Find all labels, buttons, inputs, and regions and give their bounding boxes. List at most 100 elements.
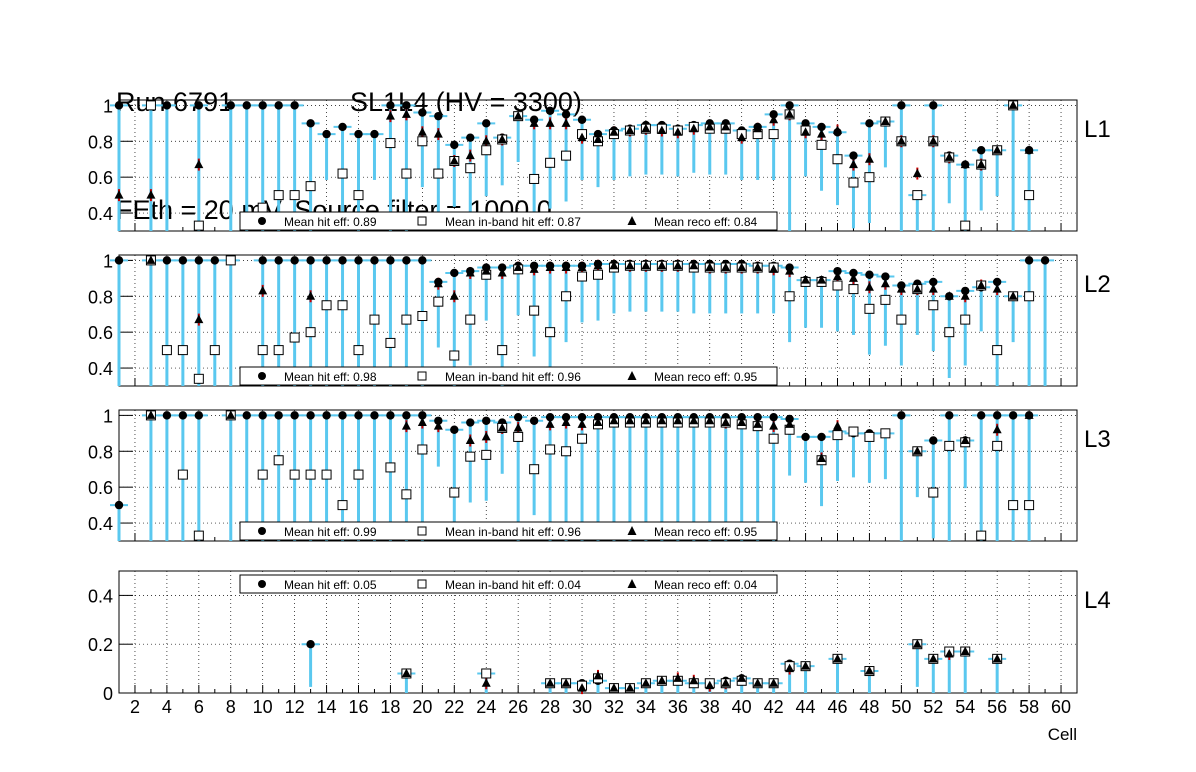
hit-eff-point xyxy=(961,286,970,296)
legend-reco-marker xyxy=(627,526,637,535)
y-tick-label: 0 xyxy=(103,684,113,704)
inband-eff-point xyxy=(944,327,955,338)
inband-eff-point xyxy=(1008,500,1019,511)
reco-eff-point xyxy=(833,421,842,430)
reco-eff-point xyxy=(817,275,827,284)
hit-eff-point xyxy=(450,140,459,150)
panel-label: L3 xyxy=(1084,426,1111,453)
y-tick-label: 0.6 xyxy=(88,323,113,343)
reco-eff-point xyxy=(864,154,874,163)
legend-reco-marker xyxy=(627,216,637,225)
reco-eff-point xyxy=(625,415,635,425)
legend-inband-marker xyxy=(417,526,427,536)
reco-eff-point xyxy=(657,260,667,270)
reco-eff-point xyxy=(801,275,811,284)
reco-eff-point xyxy=(944,648,954,658)
x-tick-label: 24 xyxy=(476,697,496,717)
panel-label: L2 xyxy=(1084,271,1111,298)
x-tick-label: 60 xyxy=(1051,697,1071,717)
reco-eff-point xyxy=(1008,100,1018,109)
reco-eff-point xyxy=(577,132,587,142)
reco-eff-point xyxy=(721,262,731,272)
inband-eff-point xyxy=(545,327,556,338)
reco-eff-point xyxy=(433,421,443,430)
reco-eff-point xyxy=(497,134,507,143)
reco-eff-point xyxy=(689,260,699,270)
hit-eff-point xyxy=(178,411,188,420)
inband-eff-point xyxy=(257,469,268,480)
reco-eff-point xyxy=(641,678,651,687)
inband-eff-point xyxy=(209,345,220,356)
hit-eff-point xyxy=(929,436,938,445)
inband-eff-point xyxy=(273,455,284,466)
reco-eff-point xyxy=(976,159,986,169)
reco-eff-point xyxy=(721,121,731,131)
hit-eff-point xyxy=(194,101,204,110)
hit-eff-point xyxy=(593,129,603,139)
legend-reco-label: Mean reco eff: 0.95 xyxy=(654,525,758,539)
y-tick-label: 0.4 xyxy=(88,359,113,379)
inband-eff-point xyxy=(992,440,1003,451)
x-tick-label: 48 xyxy=(859,697,879,717)
x-tick-label: 22 xyxy=(444,697,464,717)
legend-reco-label: Mean reco eff: 0.95 xyxy=(654,370,758,384)
hit-eff-point xyxy=(434,111,443,121)
reco-eff-point xyxy=(833,271,842,281)
hit-eff-point xyxy=(769,412,778,422)
hit-eff-point xyxy=(386,101,395,110)
hit-eff-point xyxy=(386,256,395,265)
panel-label: L4 xyxy=(1084,587,1111,614)
hit-eff-point xyxy=(561,110,571,119)
inband-eff-point xyxy=(353,469,364,480)
hit-eff-point xyxy=(482,416,491,425)
reco-eff-point xyxy=(577,683,587,692)
inband-eff-point xyxy=(497,345,508,356)
hit-eff-point xyxy=(242,411,251,420)
x-tick-label: 6 xyxy=(194,697,204,717)
x-tick-label: 56 xyxy=(987,697,1007,717)
reco-eff-point xyxy=(753,419,763,428)
legend-reco-label: Mean reco eff: 0.04 xyxy=(654,578,758,592)
inband-eff-point xyxy=(273,190,284,201)
legend: Mean hit eff: 0.05 Mean in-band hit eff: … xyxy=(239,574,778,594)
reco-eff-point xyxy=(146,190,156,199)
inband-eff-point xyxy=(305,469,316,480)
hit-eff-point xyxy=(354,256,363,265)
hit-eff-point xyxy=(865,270,874,279)
hit-eff-point xyxy=(929,101,938,110)
reco-eff-point xyxy=(912,639,922,648)
hit-eff-point xyxy=(402,411,411,420)
hit-eff-point xyxy=(322,411,331,420)
hit-eff-point xyxy=(114,500,124,510)
hit-eff-point xyxy=(529,416,539,425)
inband-eff-point xyxy=(529,173,540,184)
x-tick-label: 26 xyxy=(508,697,528,717)
reco-eff-point xyxy=(769,678,779,687)
hit-eff-point xyxy=(338,122,347,132)
inband-eff-point xyxy=(353,345,364,356)
reco-eff-point xyxy=(801,661,811,670)
inband-eff-point xyxy=(401,168,412,179)
inband-eff-point xyxy=(832,430,843,441)
reco-eff-point xyxy=(960,435,970,445)
y-tick-label: 0.8 xyxy=(88,132,113,152)
reco-eff-point xyxy=(737,673,747,682)
x-tick-label: 28 xyxy=(540,697,560,717)
x-tick-label: 18 xyxy=(380,697,400,717)
inband-eff-point xyxy=(289,190,300,201)
panel-l1: 0.4 0.6 0.8 1 L1 Mean hit eff: 0.89 Mean in-ba… xyxy=(88,96,1111,232)
legend-hit-label: Mean hit eff: 0.89 xyxy=(284,215,377,229)
hit-eff-point xyxy=(897,101,906,110)
hit-eff-point xyxy=(769,110,778,119)
reco-eff-point xyxy=(833,653,842,663)
hit-eff-point xyxy=(162,101,172,110)
x-tick-label: 46 xyxy=(827,697,847,717)
hit-eff-point xyxy=(977,146,986,155)
hit-eff-point xyxy=(1008,411,1018,420)
inband-eff-point xyxy=(593,269,603,280)
reco-eff-point xyxy=(561,118,571,127)
inband-eff-point xyxy=(337,300,348,311)
inband-eff-point xyxy=(385,462,396,473)
inband-eff-point xyxy=(401,314,412,325)
reco-eff-point xyxy=(769,264,779,273)
